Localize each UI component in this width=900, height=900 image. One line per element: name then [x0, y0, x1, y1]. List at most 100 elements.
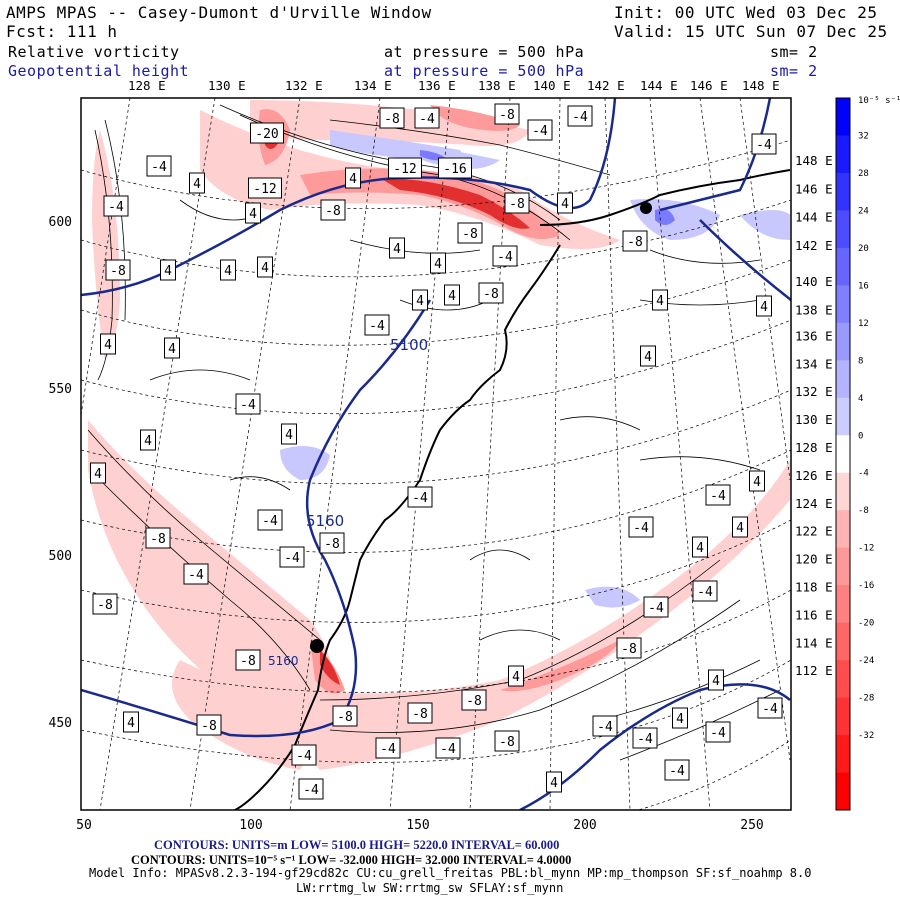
vorticity-contour-label: -4	[527, 119, 553, 141]
colorbar-segment	[836, 472, 850, 511]
svg-text:4: 4	[561, 197, 569, 212]
vorticity-contour-label: 4	[245, 202, 261, 224]
svg-text:4: 4	[94, 467, 102, 482]
svg-text:4: 4	[168, 342, 176, 357]
y-tick-label: 450	[49, 716, 72, 731]
lon-label-right: 130 E	[795, 412, 833, 427]
svg-text:-8: -8	[462, 227, 478, 242]
svg-text:-4: -4	[440, 742, 456, 757]
svg-text:4: 4	[104, 338, 112, 353]
field1-name: Relative vorticity	[8, 43, 180, 61]
vorticity-contour-label: 4	[164, 337, 180, 359]
vorticity-contour-label: -4	[257, 509, 283, 531]
colorbar-segment	[836, 247, 850, 286]
svg-text:-4: -4	[262, 514, 278, 529]
vorticity-contour-label: 4	[708, 669, 724, 691]
lon-label-top: 144 E	[640, 78, 678, 93]
svg-text:-8: -8	[509, 197, 525, 212]
vorticity-contour-label: -8	[145, 527, 171, 549]
y-axis: 600 550 500 450	[49, 215, 72, 731]
height-label-layer: 5100 5160 5160	[268, 336, 428, 668]
svg-text:4: 4	[644, 350, 652, 365]
lon-label-right: 138 E	[795, 303, 833, 318]
colorbar-segment	[836, 135, 850, 174]
svg-text:4: 4	[349, 172, 357, 187]
colorbar-tick-label: 32	[858, 131, 869, 141]
svg-text:-4: -4	[572, 110, 588, 125]
svg-text:4: 4	[416, 294, 424, 309]
vorticity-contour-label: 4	[160, 259, 176, 281]
svg-text:4: 4	[249, 207, 257, 222]
vorticity-contour-label: -4	[751, 133, 777, 155]
map-frame	[80, 97, 792, 811]
vorticity-contour-label: -8	[379, 107, 405, 129]
svg-text:-4: -4	[710, 726, 726, 741]
vorticity-contour-label: -8	[320, 199, 346, 221]
vorticity-contour-label: -8	[494, 730, 520, 752]
vorticity-contour-label: -8	[504, 192, 530, 214]
lon-label-right: 132 E	[795, 384, 833, 399]
svg-text:-4: -4	[697, 585, 713, 600]
svg-text:-8: -8	[324, 537, 340, 552]
height-contour-info: CONTOURS: UNITS=m LOW= 5100.0 HIGH= 5220…	[154, 838, 560, 852]
vorticity-contour-label: -4	[628, 516, 654, 538]
colorbar-tick-label: 28	[858, 169, 869, 179]
svg-text:4: 4	[193, 177, 201, 192]
lon-label-right: 142 E	[795, 238, 833, 253]
svg-text:-4: -4	[380, 742, 396, 757]
colorbar: 32 28 24 20 16 12 8 4 0 -4 -8 -12 -16 -20 -24 -28 -32	[835, 97, 874, 811]
svg-text:-8: -8	[97, 598, 113, 613]
vorticity-contour-label: -8	[494, 103, 520, 125]
svg-text:-4: -4	[240, 398, 256, 413]
colorbar-segment	[836, 285, 850, 324]
vorticity-contour-label: 4	[430, 252, 446, 274]
x-tick-label: 50	[76, 818, 92, 833]
lon-label-top: 136 E	[418, 78, 456, 93]
y-tick-label: 550	[49, 382, 72, 397]
colorbar-segment	[836, 98, 850, 136]
svg-text:-4: -4	[303, 783, 319, 798]
model-info-physics: LW:rrtmg_lw SW:rrtmg_sw SFLAY:sf_mynn	[296, 881, 564, 895]
vorticity-contour-label: 4	[546, 771, 562, 793]
colorbar-segment	[836, 622, 850, 661]
lon-label-top: 146 E	[690, 78, 728, 93]
vorticity-contour-label: -4	[632, 727, 658, 749]
svg-text:-8: -8	[621, 642, 637, 657]
lon-label-right: 140 E	[795, 274, 833, 289]
colorbar-tick-label: 16	[858, 281, 869, 291]
x-tick-label: 250	[740, 818, 763, 833]
lon-label-right: 112 E	[795, 663, 833, 678]
svg-text:-8: -8	[384, 112, 400, 127]
vorticity-contour-label: -4	[375, 737, 401, 759]
dumont-durville-station-marker	[310, 639, 324, 653]
svg-text:-8: -8	[201, 719, 217, 734]
colorbar-tick-label: -24	[858, 656, 874, 666]
colorbar-segment	[836, 585, 850, 624]
positive-vorticity-shading	[280, 130, 790, 608]
vorticity-contour-label: 4	[345, 167, 361, 189]
svg-text:4: 4	[393, 242, 401, 257]
colorbar-segment	[836, 435, 850, 474]
vorticity-contour-label: -8	[196, 714, 222, 736]
svg-text:4: 4	[127, 716, 135, 731]
vorticity-contour-label: -4	[435, 737, 461, 759]
forecast-hour: Fcst: 111 h	[6, 22, 118, 41]
svg-text:-8: -8	[466, 694, 482, 709]
vorticity-contour-label: -4	[183, 563, 209, 585]
vorticity-contour-label: -4	[146, 155, 172, 177]
y-tick-label: 600	[49, 215, 72, 230]
vorticity-contour-label: 4	[444, 284, 460, 306]
vorticity-contour-label: -4	[103, 195, 129, 217]
vorticity-contour-label: -8	[105, 259, 131, 281]
colorbar-tick-label: -4	[858, 469, 869, 479]
colorbar-segment	[836, 735, 850, 774]
vorticity-contour-label: -4	[664, 759, 690, 781]
svg-text:4: 4	[712, 674, 720, 689]
colorbar-tick-label: -32	[858, 731, 874, 741]
colorbar-tick-label: -16	[858, 581, 874, 591]
vorticity-contour-label: -8	[457, 222, 483, 244]
vorticity-contour-label: -8	[319, 532, 345, 554]
svg-text:-8: -8	[240, 654, 256, 669]
svg-text:-8: -8	[150, 532, 166, 547]
vorticity-contour-label: 4	[672, 707, 688, 729]
